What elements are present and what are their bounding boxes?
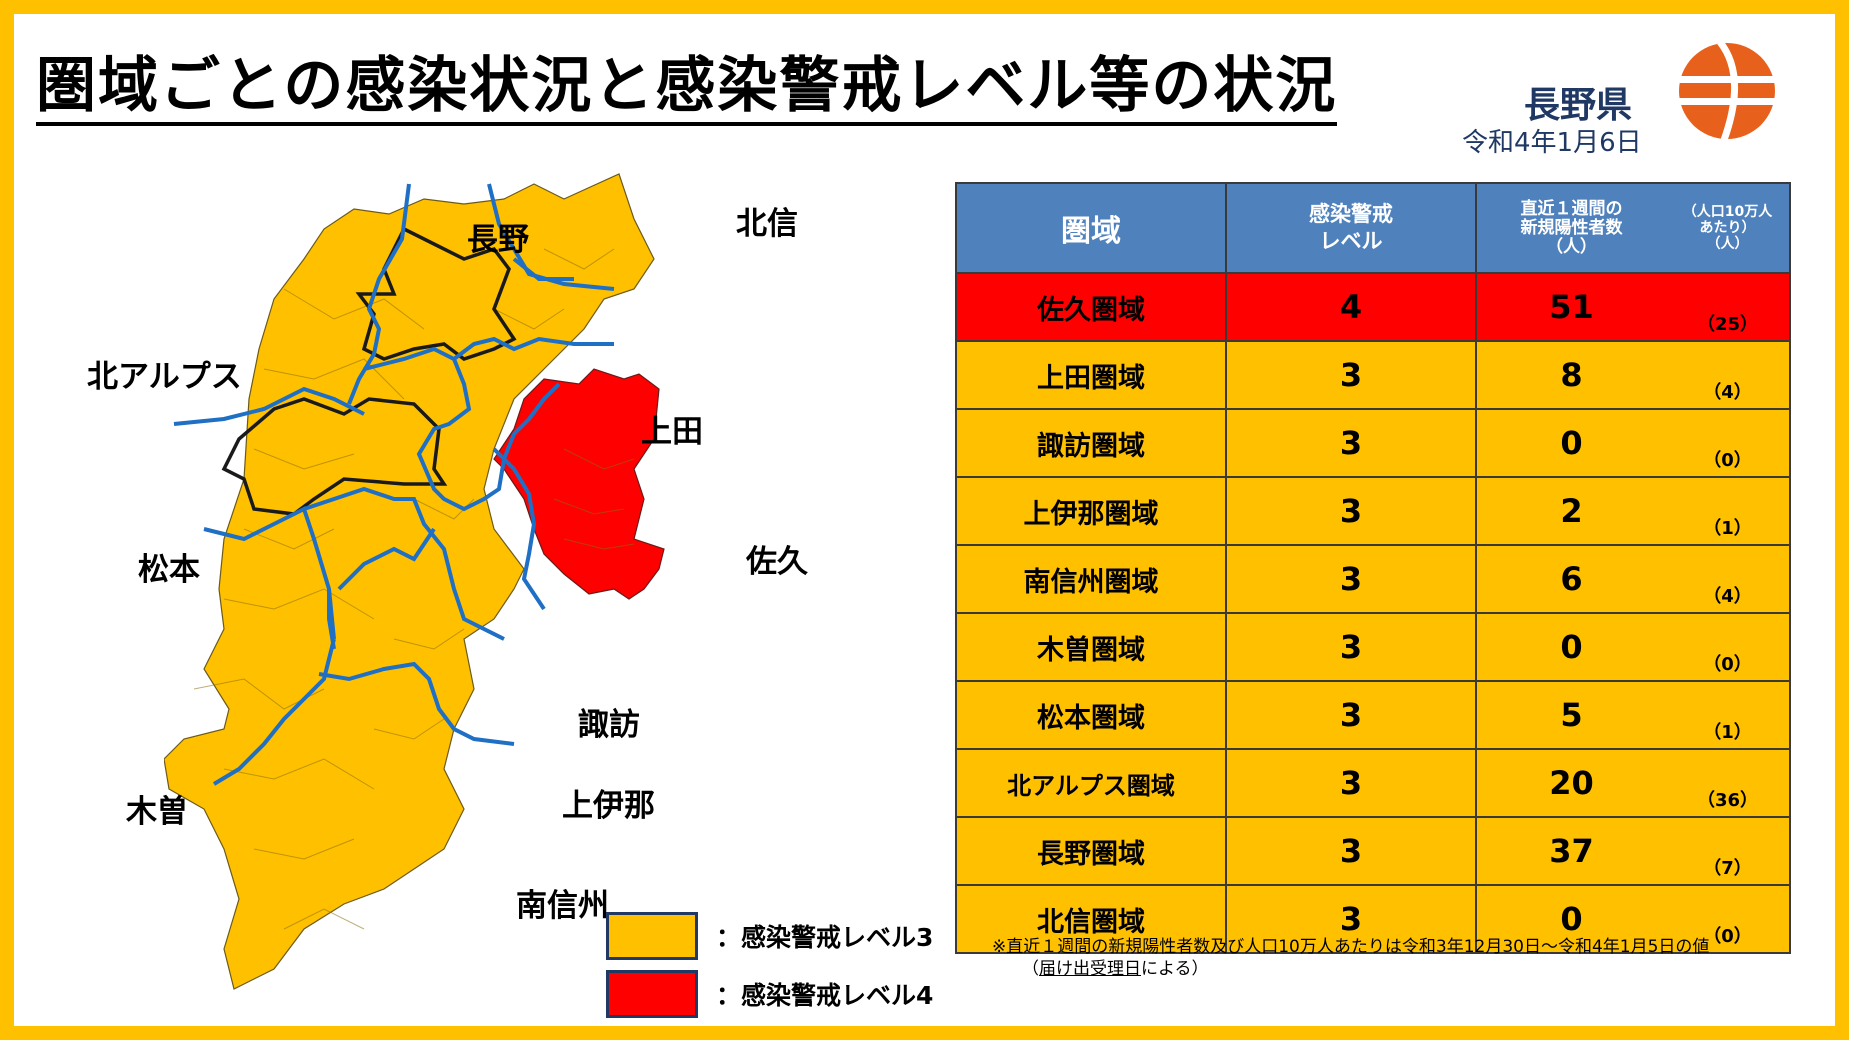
region-map [164, 173, 665, 990]
footnote-line2: （届け出受理日による） [992, 958, 1709, 980]
legend-swatch-level3 [606, 912, 698, 960]
footnote-suffix: による） [1141, 959, 1209, 979]
map-label-saku: 佐久 [746, 544, 808, 580]
prefecture-name: 長野県 [1524, 85, 1633, 126]
status-table: 圏域 感染警戒 レベル 直近１週間の 新規陽性者数 （人） （人口10万人 あた… [955, 182, 1791, 954]
cell-per-100k: （1） [1666, 476, 1791, 546]
header-count-line3: （人） [1546, 236, 1597, 257]
cell-count: 0 [1475, 612, 1666, 682]
cell-count: 2 [1475, 476, 1666, 546]
map-label-kita-alps: 北アルプス [87, 359, 242, 395]
legend-level3: ：感染警戒レベル3 [606, 911, 933, 961]
cell-area: 北信圏域 [955, 884, 1227, 954]
footnote: ※直近１週間の新規陽性者数及び人口10万人あたりは令和3年12月30日～令和4年… [992, 936, 1709, 980]
map-label-kiso: 木曽 [126, 794, 188, 830]
cell-level: 3 [1225, 340, 1477, 410]
table-row-matsumoto: 松本圏域 3 5 （1） [955, 680, 1791, 750]
cell-count: 5 [1475, 680, 1666, 750]
table-row-suwa: 諏訪圏域 3 0 （0） [955, 408, 1791, 478]
prefecture-logo-icon [1672, 39, 1782, 142]
cell-count: 20 [1475, 748, 1666, 818]
cell-per-100k: （0） [1666, 408, 1791, 478]
cell-level: 3 [1225, 408, 1477, 478]
map-label-hokushin: 北信 [736, 206, 798, 242]
table-row-hokushin: 北信圏域 3 0 （0） [955, 884, 1791, 954]
map-subdivision-lines [193, 248, 635, 930]
cell-area: 南信州圏域 [955, 544, 1227, 614]
map-level3-area [164, 173, 655, 990]
cell-area: 佐久圏域 [955, 272, 1227, 342]
cell-level: 3 [1225, 612, 1477, 682]
map-label-ueda: 上田 [641, 414, 703, 450]
cell-level: 3 [1225, 544, 1477, 614]
cell-area: 北アルプス圏域 [955, 748, 1227, 818]
header-per-line1: （人口10万人 [1682, 204, 1773, 220]
cell-per-100k: （0） [1666, 884, 1791, 954]
header-level-line1: 感染警戒 [1309, 202, 1393, 226]
cell-per-100k: （4） [1666, 544, 1791, 614]
header-per-line2: あたり） [1699, 220, 1756, 236]
cell-area: 木曽圏域 [955, 612, 1227, 682]
cell-area: 長野圏域 [955, 816, 1227, 886]
cell-level: 3 [1225, 476, 1477, 546]
cell-level: 3 [1225, 884, 1477, 954]
map-label-matsumoto: 松本 [138, 552, 200, 588]
table-row-kiso: 木曽圏域 3 0 （0） [955, 612, 1791, 682]
cell-per-100k: （4） [1666, 340, 1791, 410]
map-label-minamishinshu: 南信州 [516, 888, 609, 924]
cell-area: 上田圏域 [955, 340, 1227, 410]
cell-level: 3 [1225, 748, 1477, 818]
cell-level: 3 [1225, 680, 1477, 750]
table-row-saku: 佐久圏域 4 51 （25） [955, 272, 1791, 342]
cell-count: 0 [1475, 408, 1666, 478]
table-row-ueda: 上田圏域 3 8 （4） [955, 340, 1791, 410]
cell-count: 51 [1475, 272, 1666, 342]
cell-area: 諏訪圏域 [955, 408, 1227, 478]
footnote-underlined-term: 届け出受理日 [1039, 959, 1141, 979]
map-label-suwa: 諏訪 [578, 707, 640, 743]
cell-per-100k: （25） [1666, 272, 1791, 342]
table-row-kamiina: 上伊那圏域 3 2 （1） [955, 476, 1791, 546]
table-header-row: 圏域 感染警戒 レベル 直近１週間の 新規陽性者数 （人） （人口10万人 あた… [955, 182, 1791, 274]
map-label-kamiina: 上伊那 [562, 788, 655, 824]
cell-per-100k: （36） [1666, 748, 1791, 818]
cell-count: 0 [1475, 884, 1666, 954]
legend-label-level4: ：感染警戒レベル4 [716, 981, 934, 1010]
slide: 圏域ごとの感染状況と感染警戒レベル等の状況 長野県 令和4年1月6日 [14, 14, 1835, 1026]
footnote-line1: ※直近１週間の新規陽性者数及び人口10万人あたりは令和3年12月30日～令和4年… [992, 937, 1710, 957]
cell-count: 6 [1475, 544, 1666, 614]
cell-level: 4 [1225, 272, 1477, 342]
header-level-line2: レベル [1319, 229, 1383, 253]
map-black-boundaries [221, 226, 517, 516]
cell-area: 松本圏域 [955, 680, 1227, 750]
cell-per-100k: （7） [1666, 816, 1791, 886]
legend-swatch-level4 [606, 970, 698, 1018]
table-row-kita-alps: 北アルプス圏域 3 20 （36） [955, 748, 1791, 818]
footnote-prefix: （ [1022, 959, 1039, 979]
header-per-line3: （人） [1706, 236, 1749, 252]
report-date: 令和4年1月6日 [1462, 128, 1642, 158]
map-region-boundaries [173, 183, 615, 786]
header-count: 直近１週間の 新規陽性者数 （人） [1475, 182, 1666, 274]
legend-label-level3: ：感染警戒レベル3 [716, 923, 934, 952]
header-area: 圏域 [955, 182, 1227, 274]
legend-level4: ：感染警戒レベル4 [606, 969, 933, 1019]
header-count-line2: 新規陽性者数 [1520, 217, 1623, 238]
header-count-line1: 直近１週間の [1520, 198, 1623, 219]
cell-area: 上伊那圏域 [955, 476, 1227, 546]
cell-per-100k: （1） [1666, 680, 1791, 750]
cell-count: 8 [1475, 340, 1666, 410]
header-level: 感染警戒 レベル [1225, 182, 1477, 274]
cell-per-100k: （0） [1666, 612, 1791, 682]
table-row-nagano: 長野圏域 3 37 （7） [955, 816, 1791, 886]
page-title: 圏域ごとの感染状況と感染警戒レベル等の状況 [36, 50, 1338, 126]
table-row-minamishinshu: 南信州圏域 3 6 （4） [955, 544, 1791, 614]
cell-count: 37 [1475, 816, 1666, 886]
header-per-100k: （人口10万人 あたり） （人） [1666, 182, 1791, 274]
cell-level: 3 [1225, 816, 1477, 886]
map-label-nagano: 長野 [467, 222, 529, 258]
